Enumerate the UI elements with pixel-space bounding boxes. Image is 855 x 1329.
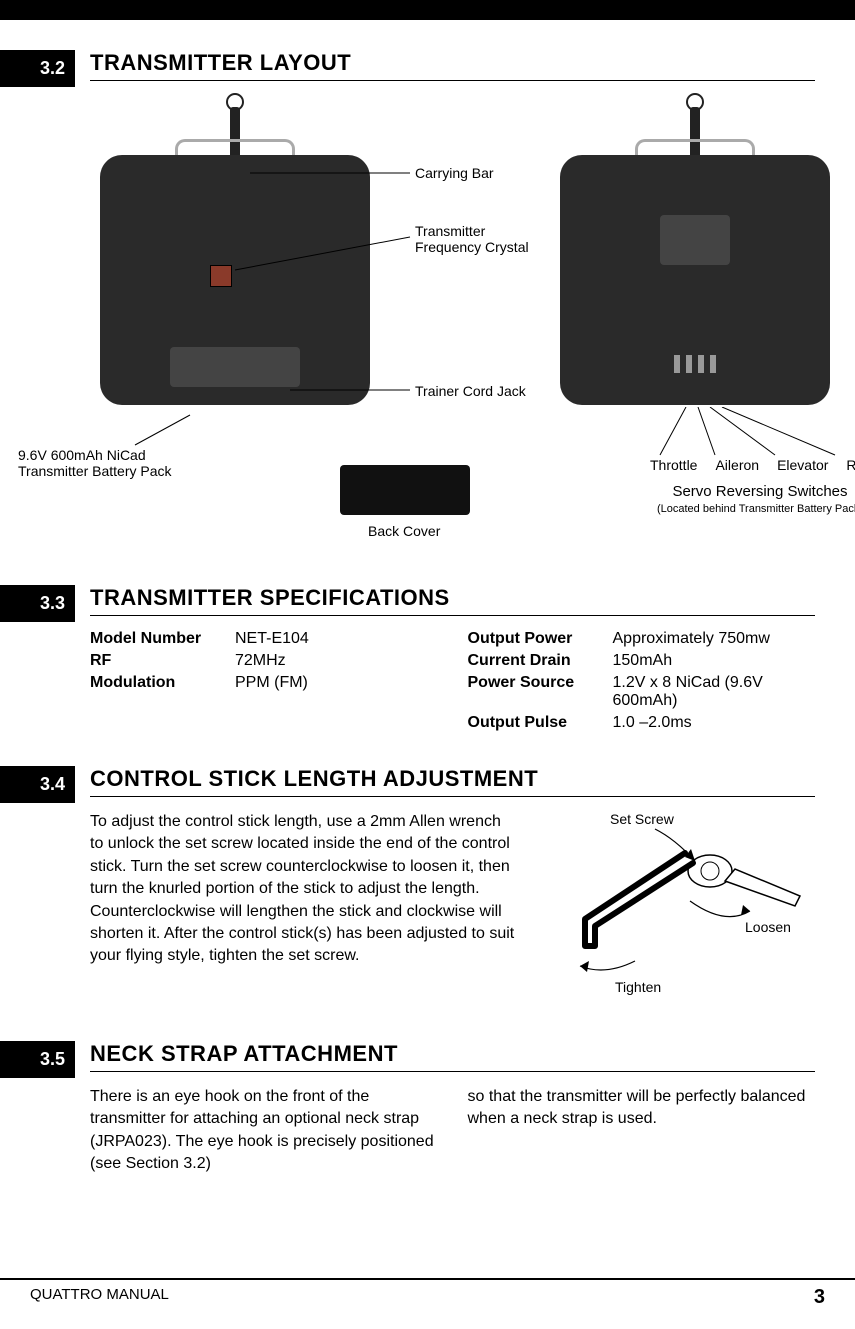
crystal-slot (210, 265, 232, 287)
section-title: TRANSMITTER LAYOUT (90, 50, 815, 81)
callout-trainer-jack: Trainer Cord Jack (415, 383, 526, 399)
section-3-2: 3.2 TRANSMITTER LAYOUT (0, 50, 825, 555)
servo-switches-note: (Located behind Transmitter Battery Pack… (645, 503, 855, 515)
page-footer: QUATTRO MANUAL 3 (0, 1278, 855, 1309)
fig-set-screw: Set Screw (610, 811, 674, 827)
spec-value: 72MHz (235, 652, 438, 670)
spec-value: NET-E104 (235, 630, 438, 648)
spec-label: Power Source (468, 674, 613, 710)
spec-value: 150mAh (613, 652, 816, 670)
section-3-3: 3.3 TRANSMITTER SPECIFICATIONS Model Num… (0, 585, 825, 736)
transmitter-layout-figure: Carrying Bar Transmitter Frequency Cryst… (90, 95, 815, 555)
neck-text-col2: so that the transmitter will be perfectl… (468, 1086, 816, 1176)
stick-adjust-text: To adjust the control stick length, use … (90, 811, 515, 1011)
callout-back-cover: Back Cover (368, 523, 440, 539)
manual-name: QUATTRO MANUAL (30, 1286, 169, 1309)
neck-text-col1: There is an eye hook on the front of the… (90, 1086, 438, 1176)
section-3-4: 3.4 CONTROL STICK LENGTH ADJUSTMENT To a… (0, 766, 825, 1011)
page-number: 3 (814, 1286, 825, 1309)
spec-value: 1.2V x 8 NiCad (9.6V 600mAh) (613, 674, 816, 710)
specs-left-col: Model NumberNET-E104 RF72MHz ModulationP… (90, 630, 438, 736)
spec-value: PPM (FM) (235, 674, 438, 692)
allen-wrench-svg (535, 811, 815, 1011)
spec-label: Model Number (90, 630, 235, 648)
section-number: 3.5 (0, 1041, 75, 1078)
spec-value: Approximately 750mw (613, 630, 816, 648)
section-number: 3.4 (0, 766, 75, 803)
spec-label: Current Drain (468, 652, 613, 670)
transmitter-back-illustration (100, 155, 370, 405)
switch-rudder: Rudder (846, 457, 855, 473)
switch-elevator: Elevator (777, 457, 828, 473)
switch-aileron: Aileron (715, 457, 759, 473)
spec-label: Output Pulse (468, 714, 613, 732)
spec-label: Output Power (468, 630, 613, 648)
servo-switches-title: Servo Reversing Switches (650, 483, 855, 500)
fig-loosen: Loosen (745, 919, 791, 935)
callout-battery-l1: 9.6V 600mAh NiCad (18, 447, 172, 463)
callout-battery-l2: Transmitter Battery Pack (18, 463, 172, 479)
section-title: CONTROL STICK LENGTH ADJUSTMENT (90, 766, 815, 797)
spec-label: Modulation (90, 674, 235, 692)
section-title: NECK STRAP ATTACHMENT (90, 1041, 815, 1072)
specs-table: Model NumberNET-E104 RF72MHz ModulationP… (90, 630, 815, 736)
section-number: 3.3 (0, 585, 75, 622)
section-title: TRANSMITTER SPECIFICATIONS (90, 585, 815, 616)
fig-tighten: Tighten (615, 979, 661, 995)
section-number: 3.2 (0, 50, 75, 87)
back-cover-illustration (340, 465, 470, 515)
spec-value: 1.0 –2.0ms (613, 714, 816, 732)
switch-labels-row: Throttle Aileron Elevator Rudder (650, 457, 855, 473)
callout-carrying-bar: Carrying Bar (415, 165, 494, 181)
callout-freq-crystal-l2: Frequency Crystal (415, 239, 529, 255)
transmitter-switch-illustration (560, 155, 830, 405)
switch-throttle: Throttle (650, 457, 697, 473)
spec-label: RF (90, 652, 235, 670)
callout-freq-crystal-l1: Transmitter (415, 223, 529, 239)
stick-adjust-figure: Set Screw Loosen Tighten (535, 811, 815, 1011)
specs-right-col: Output PowerApproximately 750mw Current … (468, 630, 816, 736)
top-black-bar (0, 0, 855, 20)
section-3-5: 3.5 NECK STRAP ATTACHMENT There is an ey… (0, 1041, 825, 1176)
